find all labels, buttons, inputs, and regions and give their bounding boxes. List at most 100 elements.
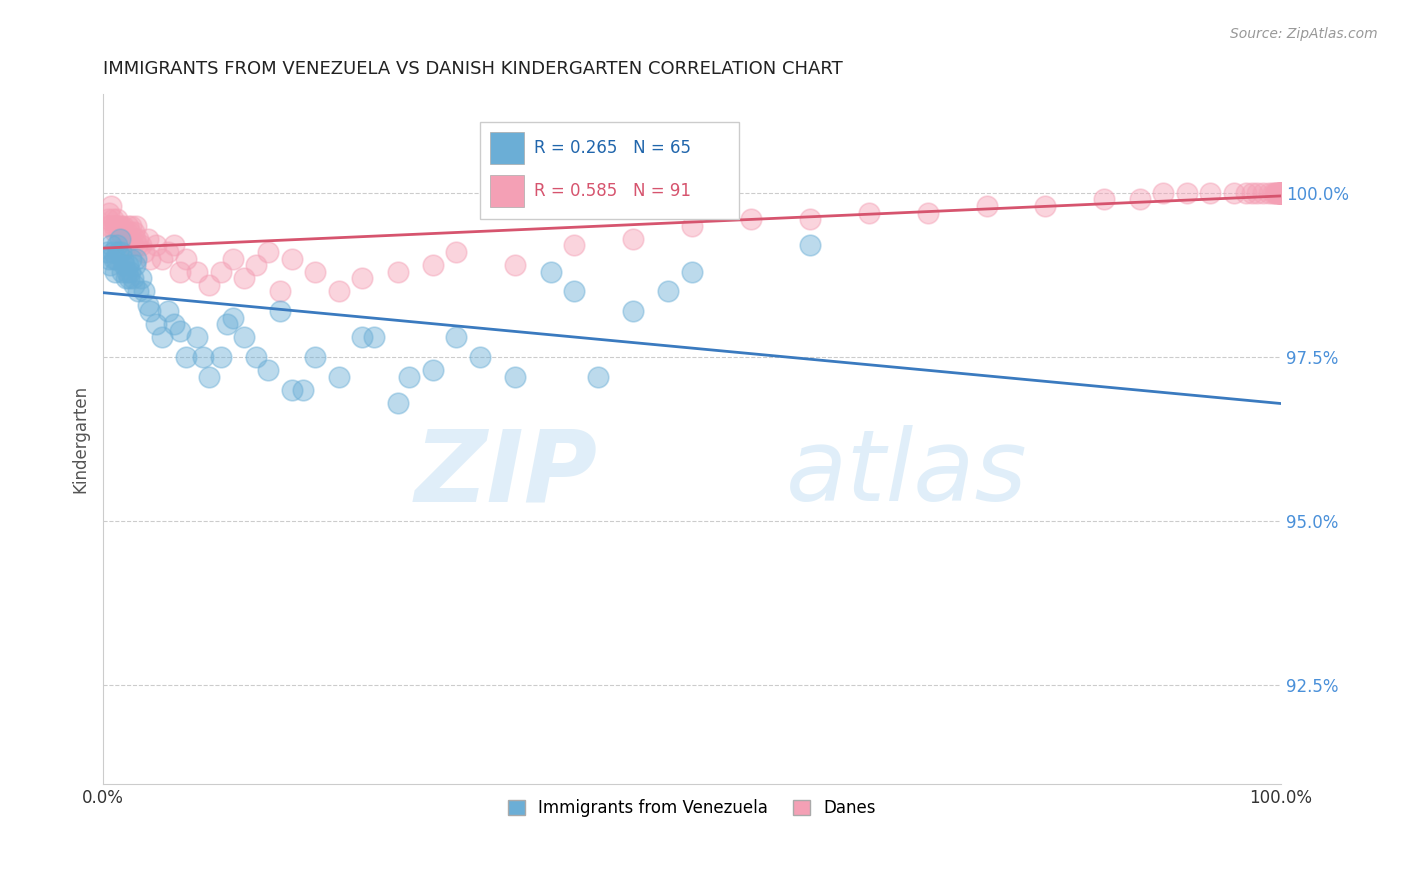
Point	[98, 219, 121, 233]
Point	[120, 225, 142, 239]
Point	[280, 383, 302, 397]
Point	[1270, 186, 1292, 200]
Point	[198, 369, 221, 384]
Point	[292, 383, 315, 397]
Point	[117, 219, 139, 233]
Point	[657, 285, 679, 299]
Point	[233, 330, 256, 344]
Point	[107, 244, 129, 259]
Point	[1270, 186, 1292, 200]
Point	[363, 330, 385, 344]
Text: ZIP: ZIP	[415, 425, 598, 522]
Point	[1199, 186, 1222, 200]
Point	[156, 244, 179, 259]
Point	[245, 350, 267, 364]
Point	[127, 285, 149, 299]
Point	[98, 252, 121, 266]
Point	[169, 265, 191, 279]
Point	[121, 271, 143, 285]
Point	[976, 199, 998, 213]
Point	[586, 369, 609, 384]
Point	[96, 244, 118, 259]
Point	[186, 265, 208, 279]
Point	[129, 238, 152, 252]
Point	[156, 304, 179, 318]
Point	[422, 363, 444, 377]
Point	[1267, 186, 1289, 200]
Point	[169, 324, 191, 338]
Point	[1092, 193, 1115, 207]
Point	[101, 244, 124, 259]
Point	[1152, 186, 1174, 200]
Point	[107, 219, 129, 233]
Text: Source: ZipAtlas.com: Source: ZipAtlas.com	[1230, 27, 1378, 41]
Point	[505, 369, 527, 384]
Point	[1270, 186, 1292, 200]
Point	[163, 238, 186, 252]
Point	[858, 205, 880, 219]
Point	[681, 219, 703, 233]
Point	[221, 252, 243, 266]
Point	[799, 238, 821, 252]
Point	[1270, 186, 1292, 200]
Point	[124, 232, 146, 246]
Point	[233, 271, 256, 285]
Point	[98, 205, 121, 219]
Point	[103, 219, 125, 233]
Point	[352, 330, 374, 344]
Point	[1265, 186, 1288, 200]
Point	[117, 258, 139, 272]
Point	[150, 330, 173, 344]
Point	[122, 277, 145, 292]
Point	[112, 225, 135, 239]
Point	[1264, 186, 1286, 200]
Point	[562, 285, 585, 299]
Point	[125, 219, 148, 233]
Point	[446, 244, 468, 259]
Point	[114, 238, 136, 252]
Point	[150, 252, 173, 266]
Point	[1035, 199, 1057, 213]
Point	[221, 310, 243, 325]
Point	[145, 317, 167, 331]
Point	[215, 317, 238, 331]
Point	[304, 350, 326, 364]
Point	[328, 285, 350, 299]
Point	[120, 265, 142, 279]
Point	[257, 244, 280, 259]
Point	[115, 225, 138, 239]
Point	[269, 304, 291, 318]
Point	[108, 232, 131, 246]
Text: atlas: atlas	[786, 425, 1028, 522]
Point	[103, 252, 125, 266]
Point	[124, 258, 146, 272]
Point	[97, 212, 120, 227]
Point	[120, 219, 142, 233]
Point	[101, 212, 124, 227]
Point	[134, 285, 156, 299]
Point	[1175, 186, 1198, 200]
Point	[1268, 186, 1291, 200]
Point	[352, 271, 374, 285]
Point	[1268, 186, 1291, 200]
Point	[917, 205, 939, 219]
Point	[1258, 186, 1281, 200]
Point	[174, 252, 197, 266]
Point	[105, 252, 128, 266]
Point	[1270, 186, 1292, 200]
Point	[1270, 186, 1292, 200]
Point	[799, 212, 821, 227]
Point	[98, 258, 121, 272]
Point	[122, 225, 145, 239]
Point	[398, 369, 420, 384]
Point	[1129, 193, 1152, 207]
Point	[111, 232, 134, 246]
Point	[1253, 186, 1275, 200]
Point	[100, 238, 122, 252]
Point	[198, 277, 221, 292]
Point	[105, 212, 128, 227]
Point	[125, 252, 148, 266]
Point	[280, 252, 302, 266]
Point	[112, 258, 135, 272]
Point	[740, 212, 762, 227]
